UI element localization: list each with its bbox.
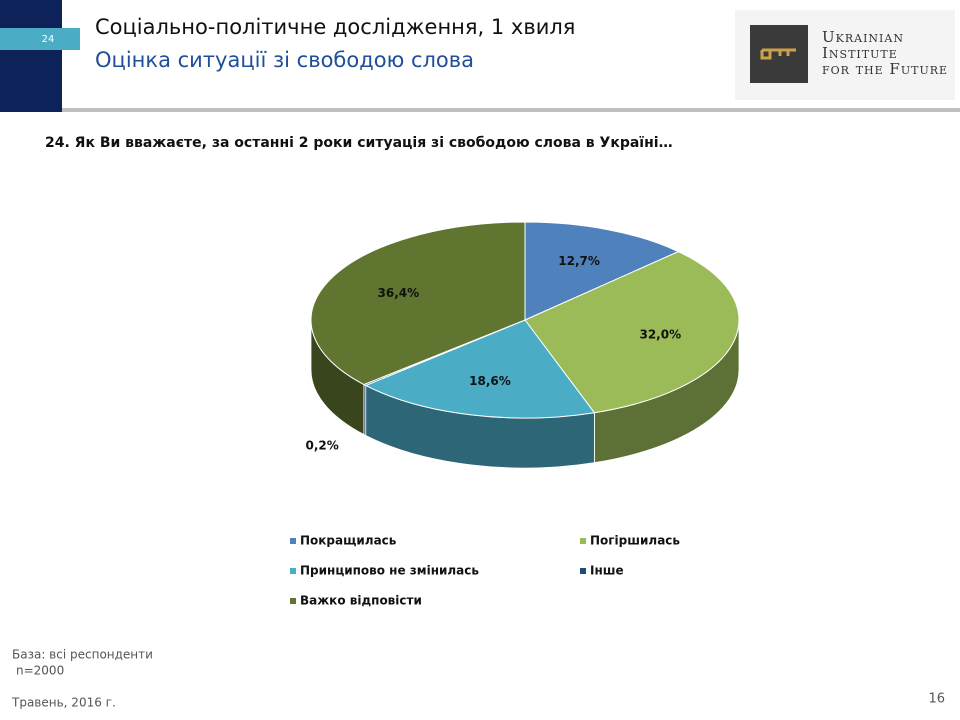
- legend-swatch: [290, 568, 296, 574]
- data-label: 36,4%: [378, 286, 420, 300]
- slide-subtitle: Оцінка ситуації зі свободою слова: [95, 48, 474, 72]
- legend-label: Погіршилась: [590, 534, 680, 548]
- header-block: [0, 0, 62, 112]
- legend-swatch: [580, 538, 586, 544]
- footer-base: База: всі респонденти: [12, 648, 153, 662]
- legend-swatch: [290, 598, 296, 604]
- number-tab: [0, 28, 80, 50]
- header-rule: [62, 108, 960, 112]
- logo-line: for the Future: [822, 60, 948, 78]
- slice: [524, 221, 680, 321]
- slide-title: Соціально-політичне дослідження, 1 хвиля: [95, 15, 575, 39]
- slide-number: 24: [42, 34, 55, 45]
- slice: [364, 319, 596, 419]
- slice: [310, 221, 526, 386]
- logo-key: [760, 48, 796, 60]
- legend-swatch: [290, 538, 296, 544]
- pie: 12,7% 32,0% 18,6% 0,2% 36,4%: [306, 221, 740, 469]
- legend-swatch: [580, 568, 586, 574]
- chart-title: 24. Як Ви вважаєте, за останні 2 роки си…: [45, 135, 673, 151]
- data-label: 0,2%: [306, 439, 339, 453]
- legend-label: Важко відповісти: [300, 594, 422, 608]
- data-label: 32,0%: [639, 327, 681, 341]
- footer-n: n=2000: [16, 664, 64, 678]
- legend-label: Покращилась: [300, 534, 397, 548]
- legend-label: Інше: [590, 564, 624, 578]
- legend: Покращилась Погіршилась Принципово не змін…: [290, 534, 680, 608]
- slice: [524, 251, 740, 414]
- data-label: 18,6%: [469, 374, 511, 388]
- footer-date: Травень, 2016 г.: [11, 696, 116, 710]
- logo-line: Ukrainian: [822, 28, 904, 46]
- legend-label: Принципово не змінилась: [300, 564, 479, 578]
- data-label: 12,7%: [558, 254, 600, 268]
- logo-line: Institute: [822, 44, 898, 62]
- page-number: 16: [928, 692, 945, 707]
